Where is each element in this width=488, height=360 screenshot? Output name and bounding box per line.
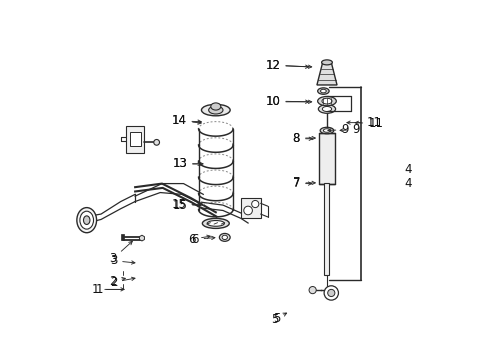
Text: 6: 6	[188, 233, 210, 246]
Ellipse shape	[208, 106, 223, 114]
Polygon shape	[139, 235, 144, 241]
Polygon shape	[241, 198, 260, 218]
Text: 4: 4	[403, 177, 411, 190]
Ellipse shape	[321, 60, 332, 65]
Polygon shape	[316, 62, 336, 85]
Text: 3: 3	[110, 254, 135, 267]
Text: 2: 2	[109, 276, 135, 289]
Ellipse shape	[77, 208, 96, 233]
Text: 13: 13	[172, 157, 203, 170]
Circle shape	[244, 206, 252, 215]
Text: 5: 5	[271, 313, 285, 327]
Text: 15: 15	[171, 198, 201, 211]
Ellipse shape	[201, 104, 230, 116]
Ellipse shape	[80, 211, 93, 229]
Ellipse shape	[323, 129, 330, 132]
Circle shape	[153, 139, 159, 145]
Text: 15: 15	[172, 199, 201, 212]
Polygon shape	[126, 126, 144, 153]
Text: 7: 7	[292, 177, 311, 190]
Text: 11: 11	[354, 117, 383, 130]
Text: 10: 10	[265, 95, 311, 108]
Circle shape	[308, 287, 316, 294]
Text: 12: 12	[265, 59, 311, 72]
Ellipse shape	[321, 98, 331, 104]
Text: 3: 3	[109, 241, 132, 265]
Text: 1: 1	[95, 283, 103, 296]
Ellipse shape	[210, 103, 221, 110]
Ellipse shape	[222, 235, 227, 239]
Circle shape	[327, 289, 334, 297]
Text: 4: 4	[403, 163, 411, 176]
Bar	[319, 134, 334, 184]
Ellipse shape	[320, 89, 325, 93]
Text: 5: 5	[272, 311, 286, 325]
Text: 2: 2	[109, 275, 125, 288]
Ellipse shape	[202, 219, 229, 228]
Text: 8: 8	[292, 131, 315, 145]
Text: 11: 11	[346, 116, 381, 129]
Text: 1: 1	[92, 283, 124, 296]
Text: 9: 9	[327, 123, 348, 136]
Ellipse shape	[83, 216, 90, 225]
Text: 10: 10	[265, 95, 308, 108]
Circle shape	[324, 286, 338, 300]
Text: 14: 14	[171, 114, 201, 127]
Ellipse shape	[317, 88, 328, 94]
Ellipse shape	[219, 233, 230, 241]
Ellipse shape	[317, 96, 336, 106]
Ellipse shape	[322, 107, 331, 112]
Text: 13: 13	[172, 157, 201, 170]
Text: 14: 14	[172, 114, 201, 127]
Circle shape	[251, 201, 258, 208]
Ellipse shape	[207, 221, 224, 226]
Polygon shape	[129, 132, 140, 146]
Bar	[121, 234, 123, 240]
Text: 12: 12	[265, 59, 308, 72]
Ellipse shape	[320, 127, 333, 134]
Ellipse shape	[318, 105, 335, 113]
Text: 6: 6	[191, 233, 214, 246]
Text: 7: 7	[292, 176, 315, 189]
Text: 8: 8	[292, 132, 312, 145]
Text: 9: 9	[339, 123, 359, 136]
Bar	[324, 183, 329, 275]
